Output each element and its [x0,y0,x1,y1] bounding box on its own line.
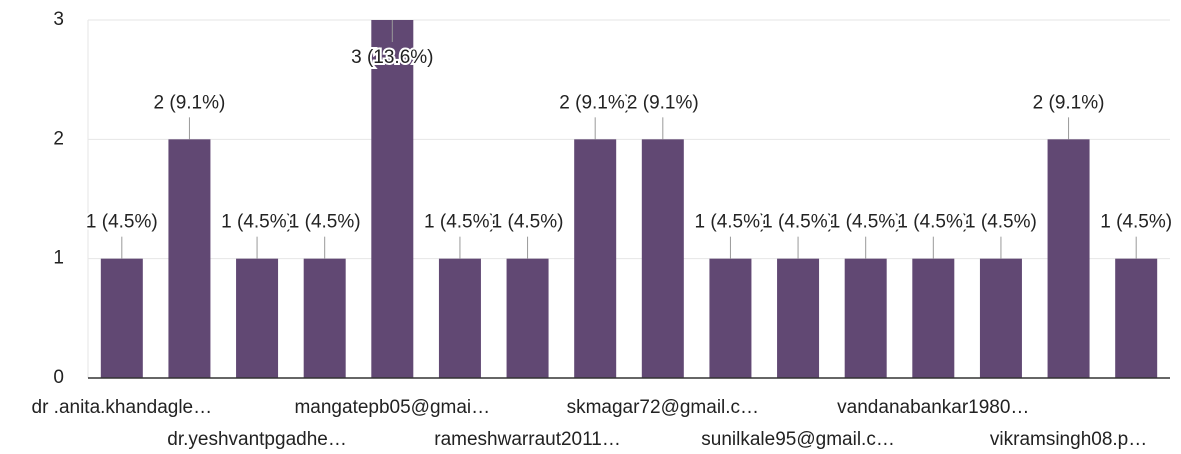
bar [303,258,346,378]
bar [574,139,617,378]
data-label: 1 (4.5%) [762,212,834,233]
x-tick-label: rameshwarraut2011… [434,429,621,450]
bar [1047,139,1090,378]
data-label: 1 (4.5%) [221,212,293,233]
data-label: 1 (4.5%) [695,212,767,233]
bar [100,258,143,378]
data-label: 1 (4.5%) [897,212,969,233]
bar [979,258,1022,378]
data-label: 2 (9.1%) [154,92,226,113]
data-label: 1 (4.5%) [1100,212,1172,233]
data-label: 3 (13.6%) [351,47,433,68]
x-tick-label: dr.yeshvantpgadhe… [167,429,347,450]
data-label: 1 (4.5%) [86,212,158,233]
bar [912,258,955,378]
y-tick-label: 1 [53,248,64,269]
bar [844,258,887,378]
bar [236,258,279,378]
data-label: 1 (4.5%) [289,212,361,233]
x-tick-label: vikramsingh08.p… [990,429,1147,450]
bar [641,139,684,378]
bar [777,258,820,378]
data-label: 2 (9.1%) [559,92,631,113]
bar [1115,258,1158,378]
x-tick-label: mangatepb05@gmai… [294,397,490,418]
bar [438,258,481,378]
bar [371,20,414,378]
data-label: 2 (9.1%) [627,92,699,113]
x-tick-label: skmagar72@gmail.c… [567,397,759,418]
bar [506,258,549,378]
y-tick-label: 2 [53,128,64,149]
y-tick-label: 0 [53,367,64,388]
x-tick-label: vandanabankar1980… [837,397,1029,418]
data-label: 1 (4.5%) [492,212,564,233]
x-tick-label: dr .anita.khandagle… [32,397,213,418]
bar [709,258,752,378]
x-tick-label: sunilkale95@gmail.c… [701,429,895,450]
y-tick-label: 3 [53,9,64,30]
bar [168,139,211,378]
data-label: 1 (4.5%) [830,212,902,233]
data-label: 1 (4.5%) [424,212,496,233]
data-label: 2 (9.1%) [1033,92,1105,113]
data-label: 1 (4.5%) [965,212,1037,233]
